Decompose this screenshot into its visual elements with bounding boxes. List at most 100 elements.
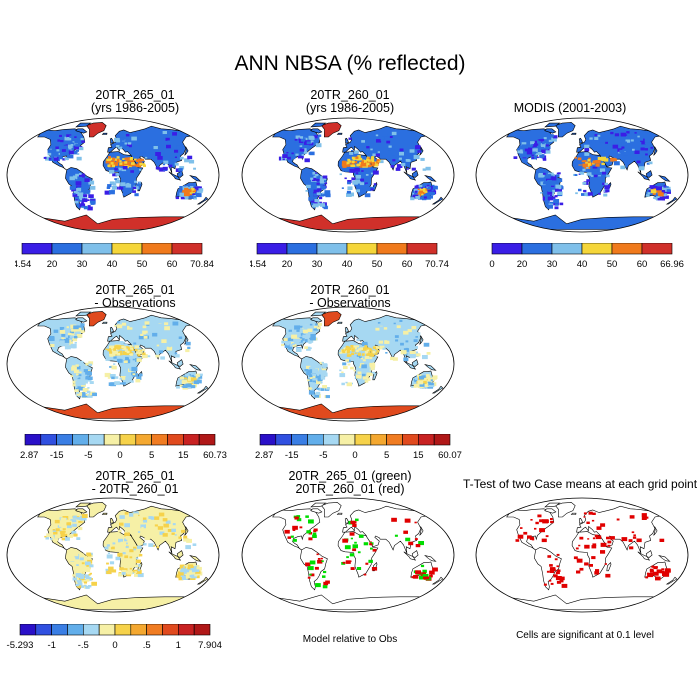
grid-cell [121,569,127,574]
grid-cell [363,170,367,172]
grid-cell [310,140,314,143]
grid-cell [289,331,292,334]
grid-cell [159,322,163,325]
landmass-greenland [321,311,342,327]
grid-cell [308,152,313,155]
grid-cell [123,347,127,350]
grid-cell [119,356,126,360]
grid-cell [136,159,139,162]
grid-cell [150,516,156,520]
grid-cell [362,187,366,190]
grid-cell [605,141,608,144]
grid-cell [59,138,63,140]
grid-cell [548,189,553,192]
grid-cell [88,573,91,576]
grid-cell [164,337,170,342]
grid-cell [179,186,185,190]
grid-cell [78,173,82,175]
landmass-antarctica [34,214,192,230]
grid-cell [302,334,308,339]
grid-cell [169,331,175,335]
grid-cell [179,188,184,192]
panel-title-line: - 20TR_260_01 [91,482,179,496]
grid-cell [67,534,73,538]
grid-cell [130,348,134,351]
grid-cell [556,580,562,584]
grid-cell [659,538,665,542]
grid-cell [313,325,317,328]
grid-cell [515,539,520,542]
grid-cell [289,140,292,142]
grid-cell [78,582,83,586]
grid-cell [575,547,579,550]
grid-cell [422,355,428,360]
grid-cell [106,570,112,575]
grid-cell [319,193,325,197]
grid-cell [305,339,310,343]
grid-cell [74,336,78,339]
grid-cell [53,329,59,333]
landmass-newzealand [431,385,444,394]
grid-cell [294,142,299,146]
grid-cell [163,134,168,138]
map-frame [6,117,220,233]
grid-cell [120,176,127,180]
colorbar-swatch [24,434,42,446]
panel-title-line: (yrs 1986-2005) [90,101,180,115]
grid-cell [591,519,595,522]
grid-cell [105,159,112,164]
landmass-madagascar [606,561,612,572]
grid-cell [623,151,629,156]
grid-cell [391,131,397,136]
grid-cell [415,145,421,150]
colorbar-swatch [81,243,113,255]
grid-cell [117,321,120,323]
grid-cell [76,517,81,520]
grid-cell [59,134,62,137]
grid-cell [159,167,166,172]
grid-cell [537,152,542,155]
grid-cell [119,341,123,344]
grid-cell [354,167,360,172]
grid-cell [356,567,362,570]
grid-cell [73,139,78,142]
colorbar-tick-label: 60 [167,259,178,270]
grid-cell [308,191,311,193]
grid-cell [110,382,116,387]
grid-cell [45,156,51,161]
grid-cell [126,573,132,577]
grid-cell [374,352,378,355]
grid-cell [72,192,79,197]
grid-cell [663,188,669,192]
landmass-baffin [544,128,557,134]
grid-cell [136,183,141,187]
grid-cell [76,392,83,396]
colorbar-swatch [198,434,216,446]
grid-cell [541,142,545,145]
grid-cell [111,185,118,190]
grid-cell [320,388,325,391]
colorbar-tick-label: 0 [489,259,494,270]
grid-cell [310,177,314,180]
grid-cell [135,352,139,355]
grid-cell [530,141,536,146]
grid-cell [398,157,402,160]
grid-cell [604,563,607,565]
grid-cell [346,192,352,197]
grid-cell [339,173,342,176]
grid-cell [134,158,137,161]
grid-cell [319,203,326,207]
grid-cell [185,573,192,578]
grid-cell [190,187,195,191]
grid-cell [555,576,562,581]
grid-cell [106,544,110,547]
grid-cell [86,565,89,567]
grid-cell [375,327,380,331]
grid-cell [169,155,174,159]
grid-cell [347,363,351,366]
grid-cell [122,382,126,385]
grid-cell [69,135,73,138]
grid-cell [86,552,91,556]
grid-cell [368,164,372,167]
grid-cell [641,155,645,158]
